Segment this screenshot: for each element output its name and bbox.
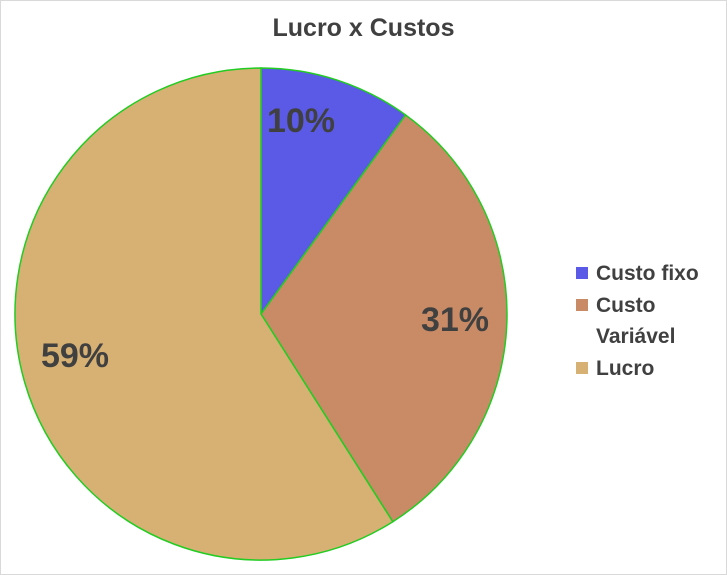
data-label-custo-variavel: 31% <box>421 301 489 339</box>
chart-title: Lucro x Custos <box>272 14 455 42</box>
legend-item-lucro: Lucro <box>576 353 721 384</box>
legend-label-custo-variavel: Custo Variável <box>596 294 676 348</box>
legend-item-custo-variavel: Custo Variável <box>576 290 721 352</box>
pie-slice-custo-fixo <box>260 67 407 317</box>
legend-swatch-lucro <box>576 362 588 374</box>
legend-label-custo-fixo: Custo fixo <box>596 262 699 285</box>
pie-slice-custo-variavel <box>260 113 508 523</box>
legend-label-lucro: Lucro <box>596 357 655 380</box>
legend: Custo fixo Custo Variável Lucro <box>576 258 721 385</box>
data-label-custo-fixo: 10% <box>267 102 335 140</box>
legend-swatch-custo-variavel <box>576 299 588 311</box>
legend-item-custo-fixo: Custo fixo <box>576 258 721 289</box>
legend-swatch-custo-fixo <box>576 267 588 279</box>
data-label-lucro: 59% <box>41 337 109 375</box>
pie-slice-lucro <box>14 67 394 561</box>
